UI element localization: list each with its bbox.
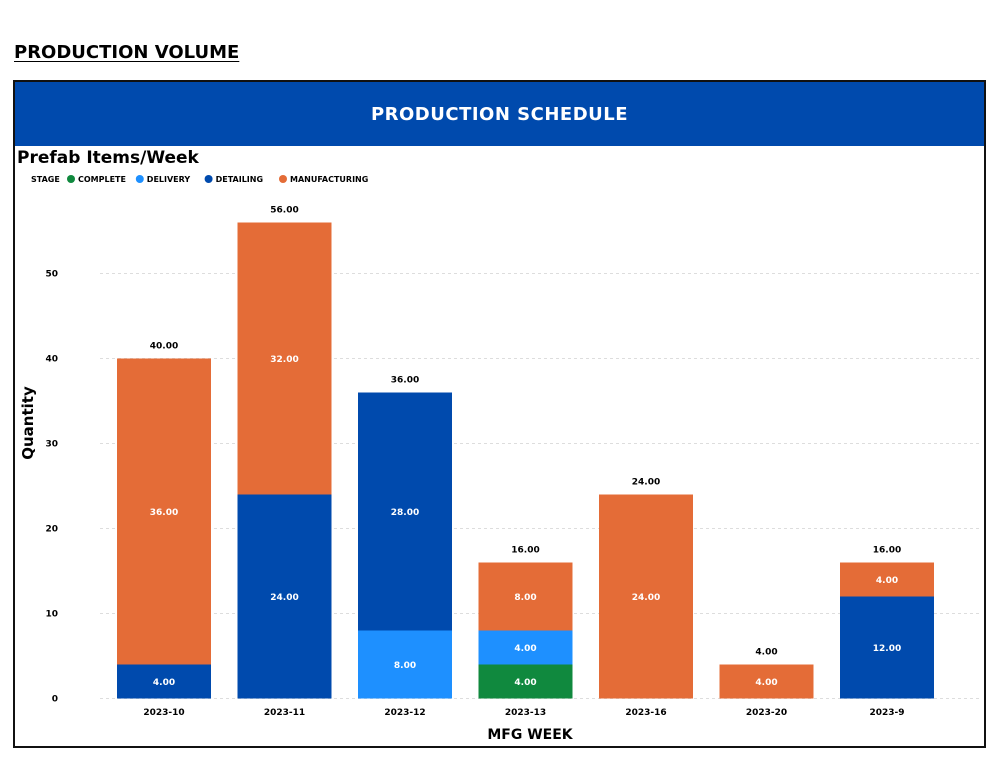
data-label: 4.00 — [514, 644, 536, 654]
total-label: 4.00 — [755, 648, 777, 658]
bar-segment-manufacturing — [599, 494, 693, 699]
bar-segment-detailing — [237, 494, 332, 699]
bar-segment-detailing — [358, 392, 452, 631]
data-label: 24.00 — [270, 593, 298, 603]
total-label: 36.00 — [391, 376, 419, 386]
x-tick-label: 2023-16 — [625, 708, 666, 718]
data-label: 24.00 — [632, 593, 660, 603]
data-label: 8.00 — [514, 593, 536, 603]
legend-label-complete: COMPLETE — [78, 175, 126, 184]
legend-label-detailing: DETAILING — [216, 175, 263, 184]
data-label: 12.00 — [873, 644, 901, 654]
bar-segment-manufacturing — [719, 664, 814, 699]
data-label: 8.00 — [394, 661, 416, 671]
page-heading: PRODUCTION VOLUME — [14, 42, 240, 63]
total-label: 16.00 — [511, 546, 539, 556]
bar-segment-delivery — [358, 630, 452, 699]
y-tick-label: 50 — [45, 270, 58, 280]
legend-title: STAGE — [31, 175, 60, 184]
y-tick-label: 30 — [45, 440, 58, 450]
banner-title: PRODUCTION SCHEDULE — [15, 82, 984, 146]
x-tick-label: 2023-12 — [384, 708, 425, 718]
data-label: 4.00 — [514, 678, 536, 688]
y-tick-label: 20 — [45, 525, 58, 535]
bar-segment-detailing — [840, 596, 934, 699]
total-label: 24.00 — [632, 478, 660, 488]
legend-swatch-detailing — [204, 175, 213, 183]
bar-segment-manufacturing — [237, 222, 332, 495]
legend-swatch-delivery — [135, 175, 144, 183]
bar-segment-delivery — [478, 630, 573, 665]
legend-label-delivery: DELIVERY — [147, 175, 191, 184]
y-tick-label: 0 — [52, 695, 58, 705]
bar-segment-manufacturing — [478, 562, 573, 631]
x-axis-label: MFG WEEK — [487, 727, 573, 743]
bar-segment-manufacturing — [117, 358, 211, 665]
bar-segment-complete — [478, 664, 573, 699]
x-tick-label: 2023-20 — [746, 708, 787, 718]
chart-title: Prefab Items/Week — [17, 148, 200, 168]
x-tick-label: 2023-9 — [869, 708, 904, 718]
x-tick-label: 2023-11 — [264, 708, 305, 718]
total-label: 40.00 — [150, 342, 178, 352]
data-label: 32.00 — [270, 355, 298, 365]
data-label: 36.00 — [150, 508, 178, 518]
data-label: 28.00 — [391, 508, 419, 518]
x-tick-label: 2023-10 — [143, 708, 184, 718]
bar-segment-detailing — [117, 664, 211, 699]
legend-swatch-complete — [67, 175, 75, 183]
total-label: 56.00 — [270, 206, 298, 216]
total-label: 16.00 — [873, 546, 901, 556]
data-label: 4.00 — [153, 678, 175, 688]
y-tick-label: 10 — [45, 610, 58, 620]
x-tick-label: 2023-13 — [505, 708, 546, 718]
legend-swatch-manufacturing — [279, 175, 287, 183]
bar-segment-manufacturing — [840, 562, 934, 597]
data-label: 4.00 — [755, 678, 777, 688]
y-tick-label: 40 — [45, 355, 58, 365]
legend-label-manufacturing: MANUFACTURING — [290, 175, 368, 184]
data-label: 4.00 — [876, 576, 898, 586]
y-axis-label: Quantity — [19, 386, 37, 460]
